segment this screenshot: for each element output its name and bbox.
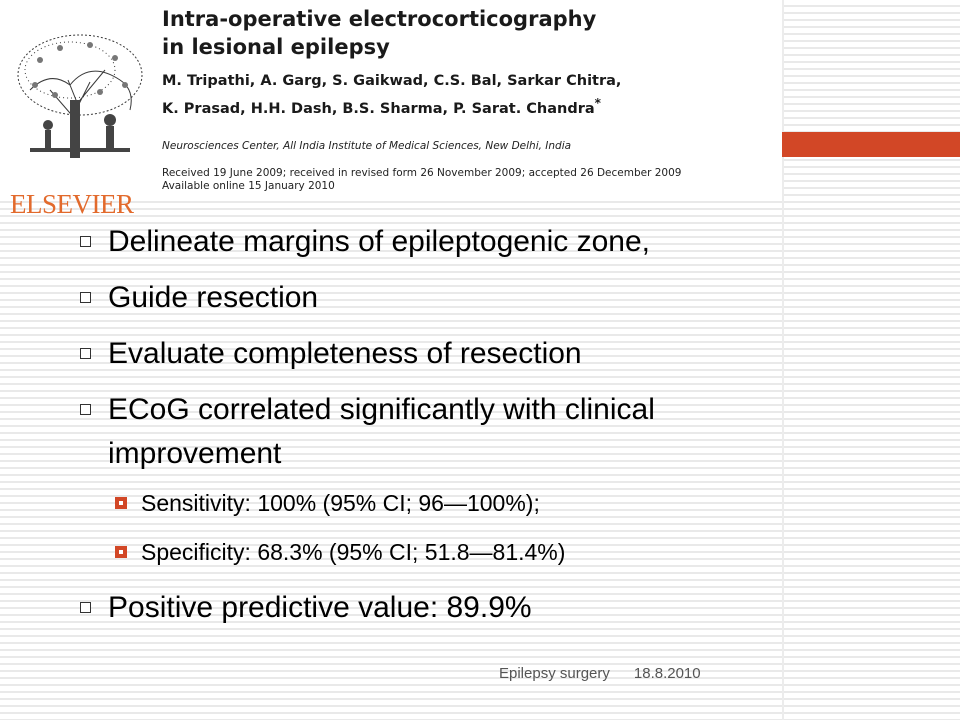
- accent-bar: [782, 132, 960, 157]
- bullet-text: Guide resection: [108, 281, 319, 314]
- paper-header-image: ELSEVIER Intra-operative electrocorticog…: [0, 0, 782, 218]
- bullet-item: Positive predictive value: 89.9%: [78, 586, 778, 630]
- elsevier-tree-logo-icon: ELSEVIER: [10, 30, 148, 218]
- footer-date: 18.8.2010: [633, 665, 701, 682]
- sub-bullet-item: Specificity: 68.3% (95% CI; 51.8—81.4%): [78, 537, 778, 567]
- slide-footer: Epilepsy surgery 18.8.2010: [499, 665, 701, 682]
- corresponding-author-mark: *: [594, 96, 601, 110]
- hollow-square-bullet-icon: [80, 236, 91, 247]
- paper-affiliation: Neurosciences Center, All India Institut…: [162, 140, 572, 152]
- filled-square-bullet-icon: [115, 497, 127, 509]
- bullet-text: Delineate margins of epileptogenic zone,: [108, 225, 651, 258]
- hollow-square-bullet-icon: [80, 292, 91, 303]
- right-guide-line: [782, 0, 784, 720]
- paper-title-line-2: in lesional epilepsy: [162, 35, 390, 59]
- paper-authors: M. Tripathi, A. Garg, S. Gaikwad, C.S. B…: [162, 70, 782, 120]
- bullet-item: ECoG correlated significantly with clini…: [78, 388, 778, 476]
- bullet-text: Positive predictive value: 89.9%: [108, 591, 532, 624]
- authors-line-1: M. Tripathi, A. Garg, S. Gaikwad, C.S. B…: [162, 73, 622, 89]
- dates-line-2: Available online 15 January 2010: [162, 180, 335, 192]
- bullet-list: Delineate margins of epileptogenic zone,…: [78, 220, 778, 642]
- authors-line-2-text: K. Prasad, H.H. Dash, B.S. Sharma, P. Sa…: [162, 100, 595, 117]
- hollow-square-bullet-icon: [80, 602, 91, 613]
- elsevier-logo-text: ELSEVIER: [10, 189, 134, 219]
- sub-bullet-text: Specificity: 68.3% (95% CI; 51.8—81.4%): [141, 539, 566, 565]
- paper-dates: Received 19 June 2009; received in revis…: [162, 167, 782, 193]
- bullet-item: Delineate margins of epileptogenic zone,: [78, 220, 778, 264]
- hollow-square-bullet-icon: [80, 404, 91, 415]
- bullet-item: Guide resection: [78, 276, 778, 320]
- filled-square-bullet-icon: [115, 546, 127, 558]
- bullet-text: ECoG correlated significantly with clini…: [108, 393, 655, 470]
- sub-bullet-item: Sensitivity: 100% (95% CI; 96—100%);: [78, 488, 778, 518]
- footer-topic: Epilepsy surgery: [499, 665, 610, 682]
- hollow-square-bullet-icon: [80, 348, 91, 359]
- dates-line-1: Received 19 June 2009; received in revis…: [162, 167, 682, 179]
- paper-title: Intra-operative electrocorticography in …: [162, 5, 782, 61]
- paper-title-line-1: Intra-operative electrocorticography: [162, 7, 597, 31]
- bullet-item: Evaluate completeness of resection: [78, 332, 778, 376]
- bullet-text: Evaluate completeness of resection: [108, 337, 582, 370]
- authors-line-2: K. Prasad, H.H. Dash, B.S. Sharma, P. Sa…: [162, 92, 782, 120]
- sub-bullet-text: Sensitivity: 100% (95% CI; 96—100%);: [141, 490, 540, 516]
